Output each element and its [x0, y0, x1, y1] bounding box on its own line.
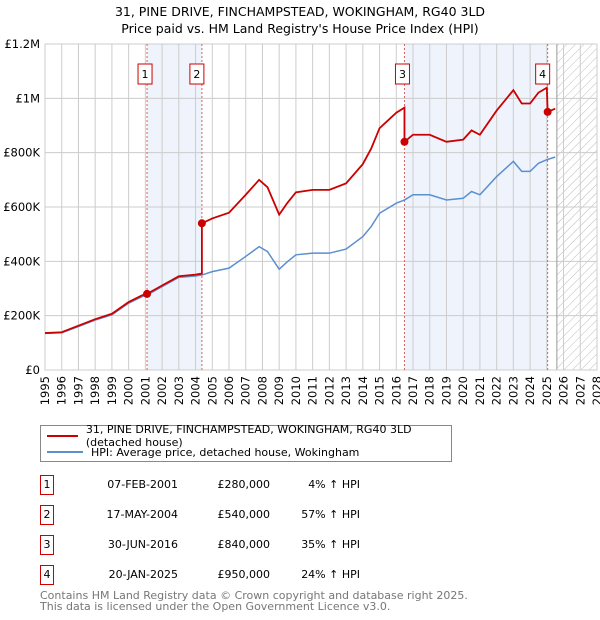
x-tick-label: 1998: [88, 376, 102, 405]
sale-date: 17-MAY-2004: [106, 508, 178, 521]
sale-hpi-change: 35% ↑ HPI: [301, 538, 360, 551]
sale-date: 20-JAN-2025: [108, 568, 178, 581]
x-tick-label: 1997: [71, 376, 85, 405]
y-tick-label: £400K: [3, 254, 40, 268]
sale-price: £950,000: [217, 568, 271, 581]
x-tick-label: 2025: [540, 376, 554, 405]
x-tick-label: 2015: [373, 376, 387, 405]
sale-label-number: 4: [539, 68, 546, 81]
x-tick-label: 2003: [172, 376, 186, 405]
sale-price: £840,000: [217, 538, 271, 551]
legend: 31, PINE DRIVE, FINCHAMPSTEAD, WOKINGHAM…: [40, 423, 452, 462]
sale-label-number: 2: [193, 68, 200, 81]
sale-label-box: [137, 63, 153, 85]
x-tick-label: 2021: [473, 376, 487, 405]
x-tick-label: 2002: [155, 376, 169, 405]
x-tick-label: 2012: [322, 376, 336, 405]
sale-label-box: [535, 63, 551, 85]
sale-point: [197, 219, 206, 228]
x-tick-label: 2017: [406, 376, 420, 405]
sale-price: £280,000: [217, 478, 271, 491]
sale-number: 3: [40, 535, 54, 555]
plot-frame: [44, 43, 598, 371]
sale-label-number: 3: [399, 68, 406, 81]
x-tick-label: 2001: [138, 376, 152, 405]
footer-copyright: Contains HM Land Registry data © Crown c…: [40, 589, 468, 602]
footer-licence: This data is licensed under the Open Gov…: [40, 600, 391, 613]
price-chart: 1995 1996 1997 1998 1999 2000 2001 2002 2003 2004…: [3, 37, 600, 405]
y-tick-label: £1.2M: [4, 37, 40, 51]
sale-point: [400, 137, 409, 146]
y-tick-label: £0: [25, 363, 40, 377]
x-tick-label: 2010: [289, 376, 303, 405]
x-tick-label: 2000: [122, 376, 136, 405]
chart-subtitle: Price paid vs. HM Land Registry's House …: [121, 21, 479, 36]
y-tick-label: £200K: [3, 309, 40, 323]
sale-number: 4: [40, 565, 54, 585]
sale-date: 30-JUN-2016: [107, 538, 178, 551]
x-tick-label: 2013: [339, 376, 353, 405]
sale-point: [143, 289, 152, 298]
y-tick-label: £1M: [15, 91, 40, 105]
sale-number: 2: [40, 505, 54, 525]
y-tick-label: £800K: [3, 146, 40, 160]
x-tick-label: 2023: [506, 376, 520, 405]
sale-hpi-change: 4% ↑ HPI: [308, 478, 360, 491]
x-tick-label: 2007: [239, 376, 253, 405]
x-tick-label: 2022: [490, 376, 504, 405]
x-tick-label: 2008: [255, 376, 269, 405]
x-tick-label: 2005: [205, 376, 219, 405]
legend-hpi: HPI: Average price, detached house, Woki…: [91, 445, 360, 459]
sale-label-box: [394, 63, 410, 85]
x-tick-label: 2020: [456, 376, 470, 405]
x-tick-label: 2019: [439, 376, 453, 405]
blue-line-swatch: [47, 451, 83, 453]
x-tick-label: 2006: [222, 376, 236, 405]
sale-hpi-change: 57% ↑ HPI: [301, 508, 360, 521]
x-tick-label: 2009: [272, 376, 286, 405]
x-tick-label: 2004: [189, 376, 203, 405]
sale-point: [543, 107, 552, 116]
x-tick-label: 1995: [38, 376, 52, 405]
x-tick-label: 2027: [573, 376, 587, 405]
x-tick-label: 1999: [105, 376, 119, 405]
red-line-swatch: [47, 435, 78, 437]
sale-price: £540,000: [217, 508, 271, 521]
sale-hpi-change: 24% ↑ HPI: [301, 568, 360, 581]
x-tick-label: 2014: [356, 376, 370, 405]
x-tick-label: 2028: [590, 376, 600, 405]
x-tick-label: 2018: [423, 376, 437, 405]
x-tick-label: 2024: [523, 376, 537, 405]
x-tick-label: 2016: [389, 376, 403, 405]
chart-title: 31, PINE DRIVE, FINCHAMPSTEAD, WOKINGHAM…: [114, 4, 486, 19]
legend-property: 31, PINE DRIVE, FINCHAMPSTEAD, WOKINGHAM…: [85, 423, 412, 449]
x-tick-label: 2026: [557, 376, 571, 405]
sale-date: 07-FEB-2001: [107, 478, 178, 491]
sale-label-box: [189, 63, 205, 85]
sale-label-number: 1: [142, 68, 149, 81]
x-tick-label: 1996: [55, 376, 69, 405]
y-tick-label: £600K: [3, 200, 40, 214]
sale-number: 1: [40, 475, 54, 495]
x-tick-label: 2011: [306, 376, 320, 405]
